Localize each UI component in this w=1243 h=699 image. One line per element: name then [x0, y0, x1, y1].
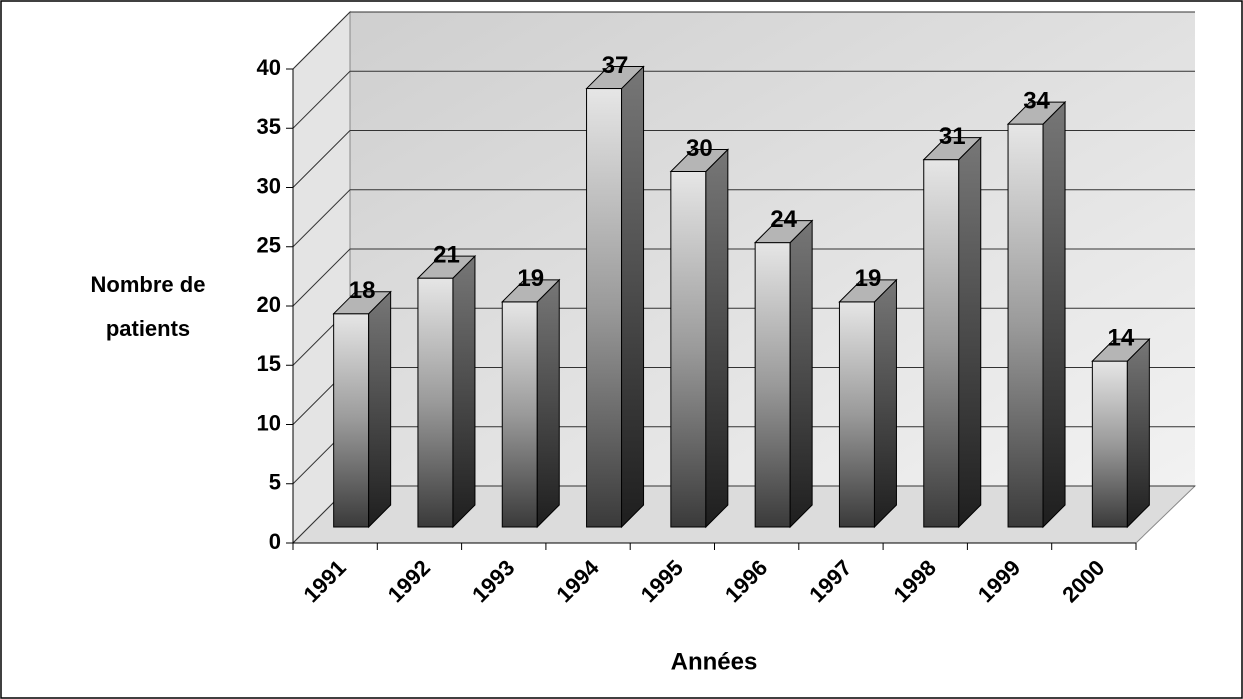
bar-top	[922, 137, 982, 161]
value-label: 30	[686, 135, 713, 162]
bar-side	[452, 254, 476, 529]
value-label: 14	[1107, 324, 1134, 351]
bar-side	[368, 290, 392, 529]
bar-side	[1126, 337, 1150, 529]
y-tick-label: 20	[257, 292, 281, 317]
value-label: 37	[602, 52, 629, 79]
grid-line	[292, 248, 1195, 307]
bar	[922, 136, 982, 529]
y-tick-label: 5	[269, 470, 281, 495]
bar-side	[621, 65, 645, 529]
bar-front	[333, 313, 370, 528]
grid-line	[292, 11, 1195, 70]
value-label: 34	[1023, 87, 1050, 114]
grid-line	[292, 130, 1195, 188]
bar-top	[838, 279, 898, 303]
bar	[585, 65, 645, 529]
value-label: 31	[939, 123, 966, 150]
value-label: 18	[349, 277, 376, 304]
bar-front	[1091, 360, 1128, 528]
y-tick-label: 10	[257, 410, 281, 435]
y-tick-label: 35	[257, 114, 281, 139]
y-tick-label: 25	[257, 233, 281, 258]
y-axis-label: Nombre de	[91, 272, 206, 297]
bar	[838, 278, 898, 529]
bar-top	[585, 66, 645, 90]
bar	[332, 290, 392, 529]
bar-front	[501, 301, 538, 528]
value-label: 19	[855, 265, 882, 292]
bar	[669, 148, 730, 529]
bar-top	[416, 255, 477, 279]
bar	[1006, 100, 1067, 529]
bar-side	[705, 148, 729, 529]
bar-top	[1091, 338, 1151, 362]
grid-line	[292, 70, 1195, 129]
bar-front	[670, 171, 707, 528]
value-label: 21	[433, 241, 460, 268]
y-tick-label: 40	[257, 55, 281, 80]
value-label: 24	[770, 206, 797, 233]
bar	[501, 278, 561, 529]
bar-side	[873, 278, 897, 529]
y-axis-label: patients	[106, 316, 190, 341]
bar-top	[753, 220, 814, 244]
grid-line	[292, 189, 1195, 248]
bar-top	[1006, 101, 1067, 125]
bars: 18 21 19 37 30 24 19 31 34 14	[332, 52, 1151, 529]
bar	[1091, 337, 1151, 529]
bar-side	[789, 219, 813, 529]
bar-front	[923, 159, 960, 528]
bar-front	[838, 301, 875, 528]
y-tick-label: 0	[269, 529, 281, 554]
bar-side	[1042, 100, 1066, 529]
bar-top	[501, 279, 561, 303]
bar-front	[1007, 123, 1044, 528]
bar-front	[586, 88, 623, 528]
y-tick-label: 30	[257, 173, 281, 198]
x-axis-label: Années	[671, 648, 758, 675]
bar	[753, 219, 814, 529]
bar-top	[332, 291, 392, 315]
bar-top	[669, 149, 730, 172]
y-tick-label: 15	[257, 351, 281, 376]
bar-front	[417, 277, 454, 528]
value-label: 19	[517, 265, 544, 292]
bar-front	[754, 242, 791, 528]
bar-side	[536, 278, 560, 529]
bar-side	[958, 136, 982, 529]
bar	[416, 254, 477, 529]
